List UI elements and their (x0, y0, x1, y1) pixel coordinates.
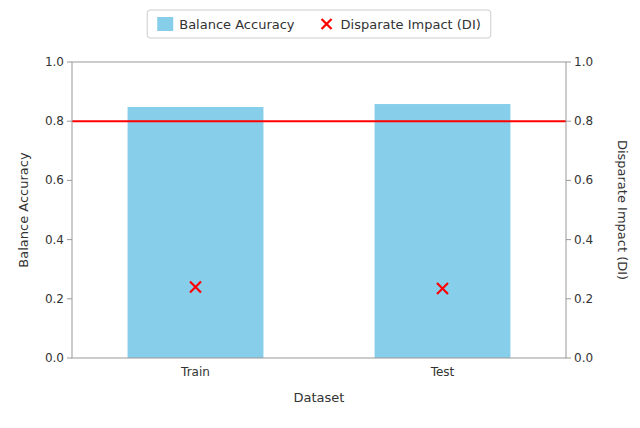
y2-tick (566, 62, 571, 63)
y-tick (67, 358, 72, 359)
y2-tick-label: 0.6 (574, 173, 593, 187)
legend-label: Disparate Impact (DI) (341, 17, 481, 32)
y2-tick (566, 239, 571, 240)
legend-item: Disparate Impact (DI) (322, 17, 481, 32)
y2-tick (566, 358, 571, 359)
x-tick-label: Test (430, 365, 455, 379)
y2-tick (566, 121, 571, 122)
plot-area (72, 104, 566, 358)
legend-label: Balance Accuracy (179, 17, 295, 32)
y2-tick-label: 0.4 (574, 233, 593, 247)
y2-tick (566, 298, 571, 299)
bar (375, 104, 511, 358)
legend-swatch (157, 17, 173, 31)
y-tick (67, 121, 72, 122)
y-tick (67, 239, 72, 240)
y-tick (67, 298, 72, 299)
y2-tick-label: 0.0 (574, 351, 593, 365)
y-tick-label: 1.0 (45, 55, 64, 69)
y2-tick-label: 0.8 (574, 114, 593, 128)
y-tick (67, 62, 72, 63)
legend-item: Balance Accuracy (157, 17, 295, 32)
point (190, 281, 201, 292)
y-tick-label: 0.6 (45, 173, 64, 187)
legend: Balance Accuracy Disparate Impact (DI) (147, 10, 491, 38)
y-axis-title: Balance Accuracy (16, 152, 31, 268)
y-tick-label: 0.0 (45, 351, 64, 365)
x-axis-title: Dataset (294, 390, 345, 405)
y-tick (67, 180, 72, 181)
y-tick-label: 0.2 (45, 292, 64, 306)
marker-stroke (190, 281, 201, 292)
y-tick-label: 0.4 (45, 233, 64, 247)
chart: 0.0 0.2 0.4 0.6 0.8 1.0 0.0 0.2 0.4 0.6 0.8 1.0 Trai… (0, 0, 640, 428)
reference-line (72, 120, 566, 122)
y-tick-label: 0.8 (45, 114, 64, 128)
marker-stroke (322, 19, 332, 29)
bar (128, 107, 264, 358)
x-tick-label: Train (180, 365, 210, 379)
y2-tick (566, 180, 571, 181)
marker-stroke (437, 283, 448, 294)
marker-stroke (437, 283, 448, 294)
y2-tick-label: 1.0 (574, 55, 593, 69)
marker-stroke (190, 281, 201, 292)
y2-axis-title: Disparate Impact (DI) (615, 140, 630, 280)
y2-tick-label: 0.2 (574, 292, 593, 306)
legend-box (147, 10, 491, 38)
legend-marker (322, 19, 332, 29)
plot-frame (72, 62, 566, 358)
marker-stroke (322, 19, 332, 29)
point (437, 283, 448, 294)
